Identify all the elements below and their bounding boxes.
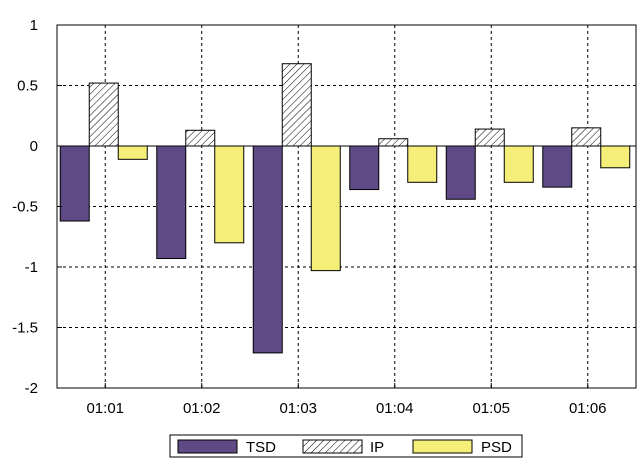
x-axis-ticks: 01:01 01:02 01:03 01:04 01:05 01:06 bbox=[86, 383, 607, 417]
bar-tsd-0103 bbox=[252, 145, 283, 354]
legend-label-ip: IP bbox=[370, 439, 384, 456]
bar-psd-0106 bbox=[600, 145, 631, 169]
y-tick-label: 0 bbox=[30, 138, 38, 155]
bar-tsd-0106 bbox=[542, 145, 573, 188]
legend-swatch-tsd bbox=[177, 439, 238, 454]
bar-psd-0102 bbox=[214, 145, 245, 244]
legend: TSD IP PSD bbox=[169, 434, 523, 458]
bar-ip-0101 bbox=[88, 82, 119, 147]
y-tick-label: -0.5 bbox=[12, 199, 38, 216]
x-tick-label: 01:05 bbox=[472, 400, 510, 417]
bar-ip-0103 bbox=[281, 63, 312, 147]
legend-label-psd: PSD bbox=[481, 439, 512, 456]
y-tick-label: -1.5 bbox=[12, 320, 38, 337]
bar-psd-0103 bbox=[310, 145, 341, 272]
x-tick-label: 01:01 bbox=[86, 400, 124, 417]
x-tick-label: 01:02 bbox=[183, 400, 221, 417]
x-tick-label: 01:03 bbox=[279, 400, 317, 417]
legend-label-tsd: TSD bbox=[246, 439, 276, 456]
y-tick-label: -1 bbox=[25, 259, 38, 276]
bar-psd-0101 bbox=[117, 145, 148, 160]
bar-ip-0105 bbox=[474, 128, 505, 147]
bar-psd-0105 bbox=[503, 145, 534, 183]
grid bbox=[57, 25, 636, 388]
bar-tsd-0101 bbox=[59, 145, 90, 222]
legend-swatch-psd bbox=[412, 439, 473, 454]
bar-tsd-0105 bbox=[445, 145, 476, 200]
bar-ip-0106 bbox=[571, 127, 602, 147]
y-tick-label: 0.5 bbox=[17, 78, 38, 95]
x-tick-label: 01:06 bbox=[569, 400, 607, 417]
legend-swatch-ip bbox=[302, 439, 363, 454]
bar-tsd-0102 bbox=[156, 145, 187, 260]
y-tick-label: 1 bbox=[30, 17, 38, 34]
bar-ip-0102 bbox=[185, 129, 216, 147]
bars bbox=[59, 63, 631, 354]
y-tick-label: -2 bbox=[25, 380, 38, 397]
bar-psd-0104 bbox=[407, 145, 438, 183]
x-tick-label: 01:04 bbox=[376, 400, 414, 417]
bar-tsd-0104 bbox=[349, 145, 380, 191]
y-axis-ticks: 1 0.5 0 -0.5 -1 -1.5 -2 bbox=[12, 17, 62, 397]
bar-ip-0104 bbox=[378, 138, 409, 147]
